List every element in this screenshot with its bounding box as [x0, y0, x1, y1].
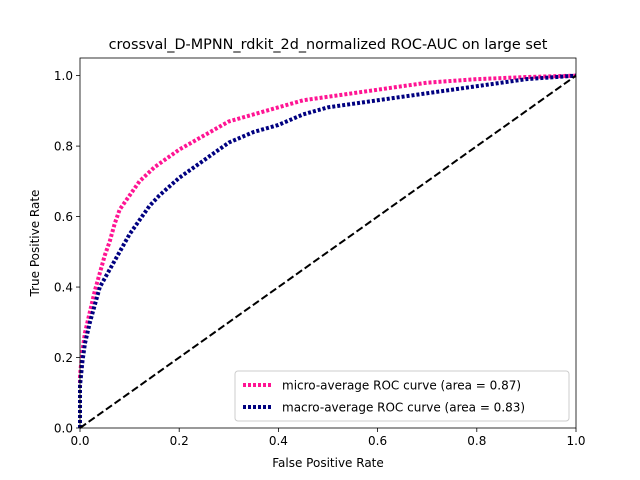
micro-average-roc-line — [78, 73, 577, 428]
legend-label-macro: macro-average ROC curve (area = 0.83) — [282, 401, 525, 415]
plot-frame — [79, 57, 577, 429]
legend-box — [234, 370, 570, 422]
y-tick-label: 1.0 — [54, 69, 73, 83]
series-layer — [78, 73, 577, 429]
chart-title: crossval_D-MPNN_rdkit_2d_normalized ROC-… — [109, 37, 548, 53]
x-tick-label: 0.0 — [70, 434, 89, 448]
y-axis-ticks: 0.0 0.2 0.4 0.6 0.8 1.0 — [54, 69, 80, 435]
y-axis-label: True Positive Rate — [28, 190, 42, 298]
x-tick-label: 0.4 — [269, 434, 288, 448]
y-tick-label: 0.6 — [54, 210, 73, 224]
x-axis-label: False Positive Rate — [272, 456, 384, 470]
x-axis-ticks: 0.0 0.2 0.4 0.6 0.8 1.0 — [70, 428, 586, 448]
y-tick-label: 0.8 — [54, 139, 73, 153]
plot-area — [80, 58, 576, 428]
y-tick-label: 0.0 — [54, 421, 73, 435]
y-tick-label: 0.2 — [54, 351, 73, 365]
legend-label-micro: micro-average ROC curve (area = 0.87) — [282, 379, 521, 393]
x-tick-label: 0.6 — [368, 434, 387, 448]
y-tick-label: 0.4 — [54, 280, 73, 294]
macro-average-roc-line — [78, 73, 577, 428]
x-tick-label: 0.8 — [467, 434, 486, 448]
chance-diagonal-line — [79, 74, 577, 429]
x-tick-label: 1.0 — [566, 434, 585, 448]
x-tick-label: 0.2 — [170, 434, 189, 448]
legend: micro-average ROC curve (area = 0.87) ma… — [234, 370, 570, 422]
